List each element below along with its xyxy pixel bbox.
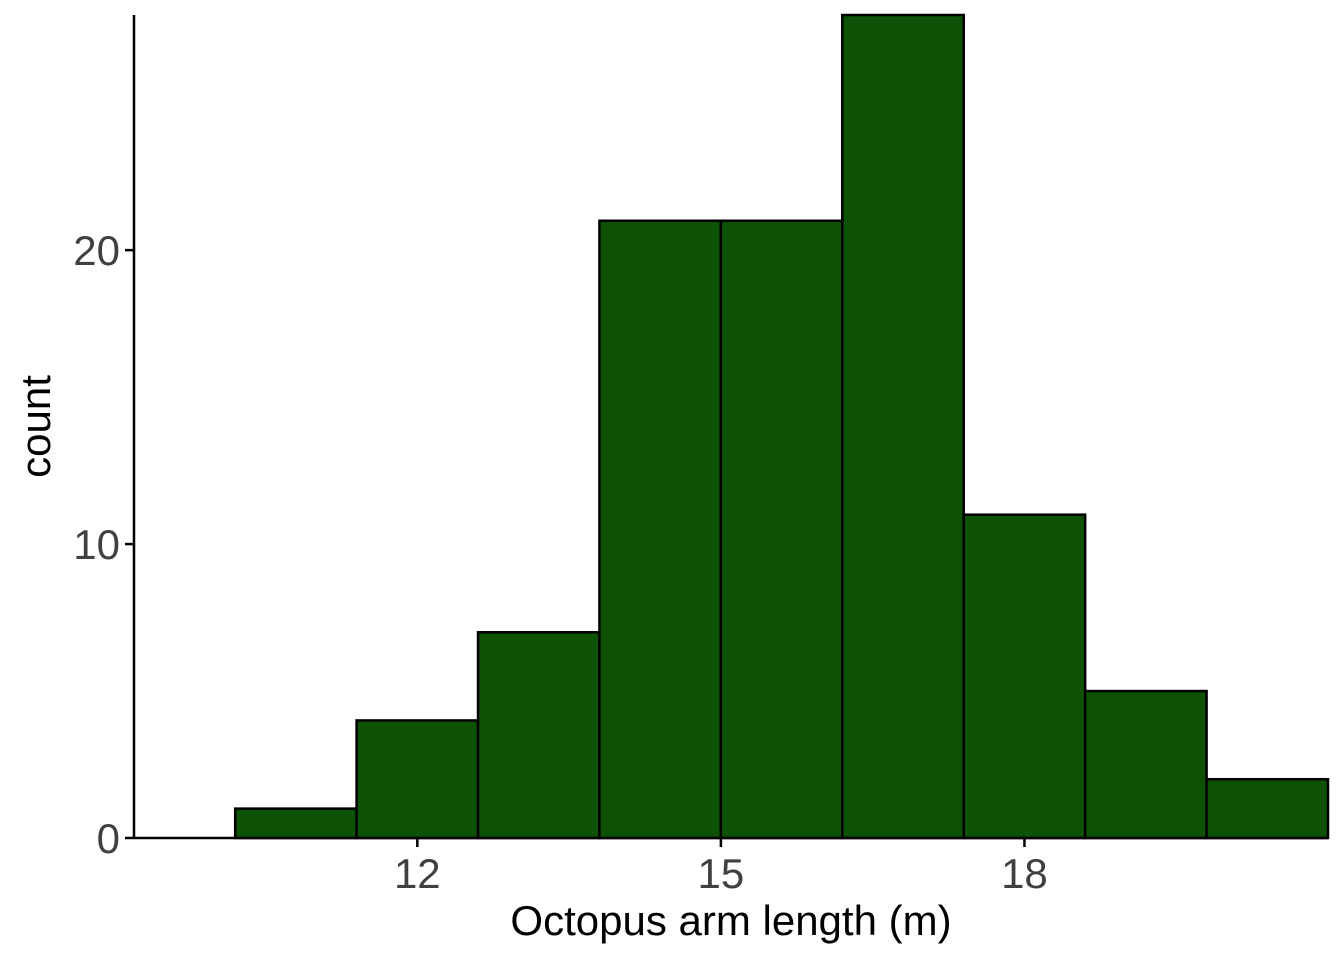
bars-layer xyxy=(233,13,1330,840)
x-tick-label-18: 18 xyxy=(1001,850,1048,897)
histogram-bar-5 xyxy=(841,13,965,840)
axes-layer xyxy=(132,15,1328,840)
y-tick-label-20: 20 xyxy=(73,227,120,274)
y-tick-label-0: 0 xyxy=(97,815,120,862)
x-ticks-layer: 12 15 18 xyxy=(394,838,1048,897)
x-tick-label-15: 15 xyxy=(698,850,745,897)
histogram-bar-6 xyxy=(962,513,1087,840)
x-tick-label-12: 12 xyxy=(394,850,441,897)
histogram-bar-7 xyxy=(1083,689,1208,840)
histogram-bar-3 xyxy=(598,219,723,840)
x-axis-title: Octopus arm length (m) xyxy=(510,897,951,944)
histogram-bar-4 xyxy=(719,219,844,840)
y-tick-label-10: 10 xyxy=(73,521,120,568)
y-ticks-layer: 0 10 20 xyxy=(73,227,134,862)
histogram-bar-2 xyxy=(476,631,601,840)
histogram-bar-8 xyxy=(1205,777,1330,840)
histogram-bar-1 xyxy=(355,719,480,840)
histogram-bar-0 xyxy=(233,807,358,840)
y-axis-title: count xyxy=(12,375,59,478)
